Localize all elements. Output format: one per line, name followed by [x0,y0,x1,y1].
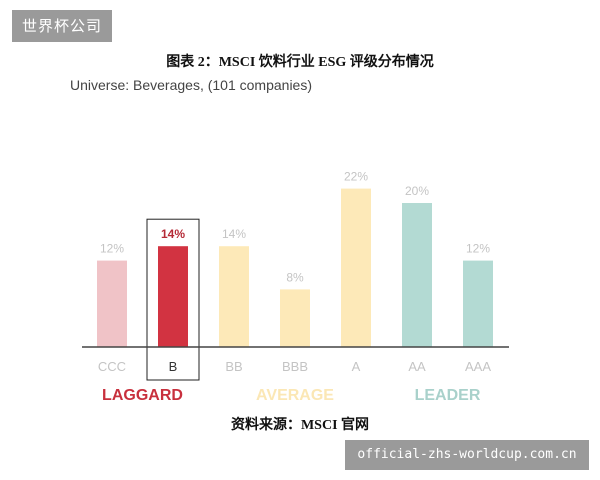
category-label-b: B [169,359,178,374]
value-label-bbb: 8% [286,270,304,284]
bar-aa [402,203,432,347]
category-label-a: A [352,359,361,374]
value-label-ccc: 12% [100,242,124,256]
bar-bbb [280,289,310,347]
category-label-aaa: AAA [465,359,491,374]
category-label-bb: BB [225,359,242,374]
chart-title: 图表 2：MSCI 饮料行业 ESG 评级分布情况 [166,55,434,70]
group-label-laggard: LAGGARD [102,387,183,404]
source-note: 资料来源：MSCI 官网 [230,418,370,433]
value-label-aa: 20% [405,184,429,198]
group-label-leader: LEADER [415,387,481,404]
value-label-aaa: 12% [466,242,490,256]
top-watermark: 世界杯公司 [12,10,113,42]
highlight-box [146,218,200,381]
bar-bb [219,246,249,347]
value-label-a: 22% [344,170,368,184]
group-label-average: AVERAGE [256,387,334,404]
category-label-aa: AA [408,359,426,374]
bar-aaa [463,260,493,347]
bar-a [341,188,371,347]
bar-b [158,246,188,347]
category-label-ccc: CCC [98,359,126,374]
value-label-bb: 14% [222,227,246,241]
value-label-b: 14% [161,227,185,241]
category-label-bbb: BBB [282,359,308,374]
chart-subtitle: Universe: Beverages, (101 companies) [70,77,313,93]
bar-ccc [97,260,127,347]
bottom-watermark: official-zhs-worldcup.com.cn [345,440,589,470]
